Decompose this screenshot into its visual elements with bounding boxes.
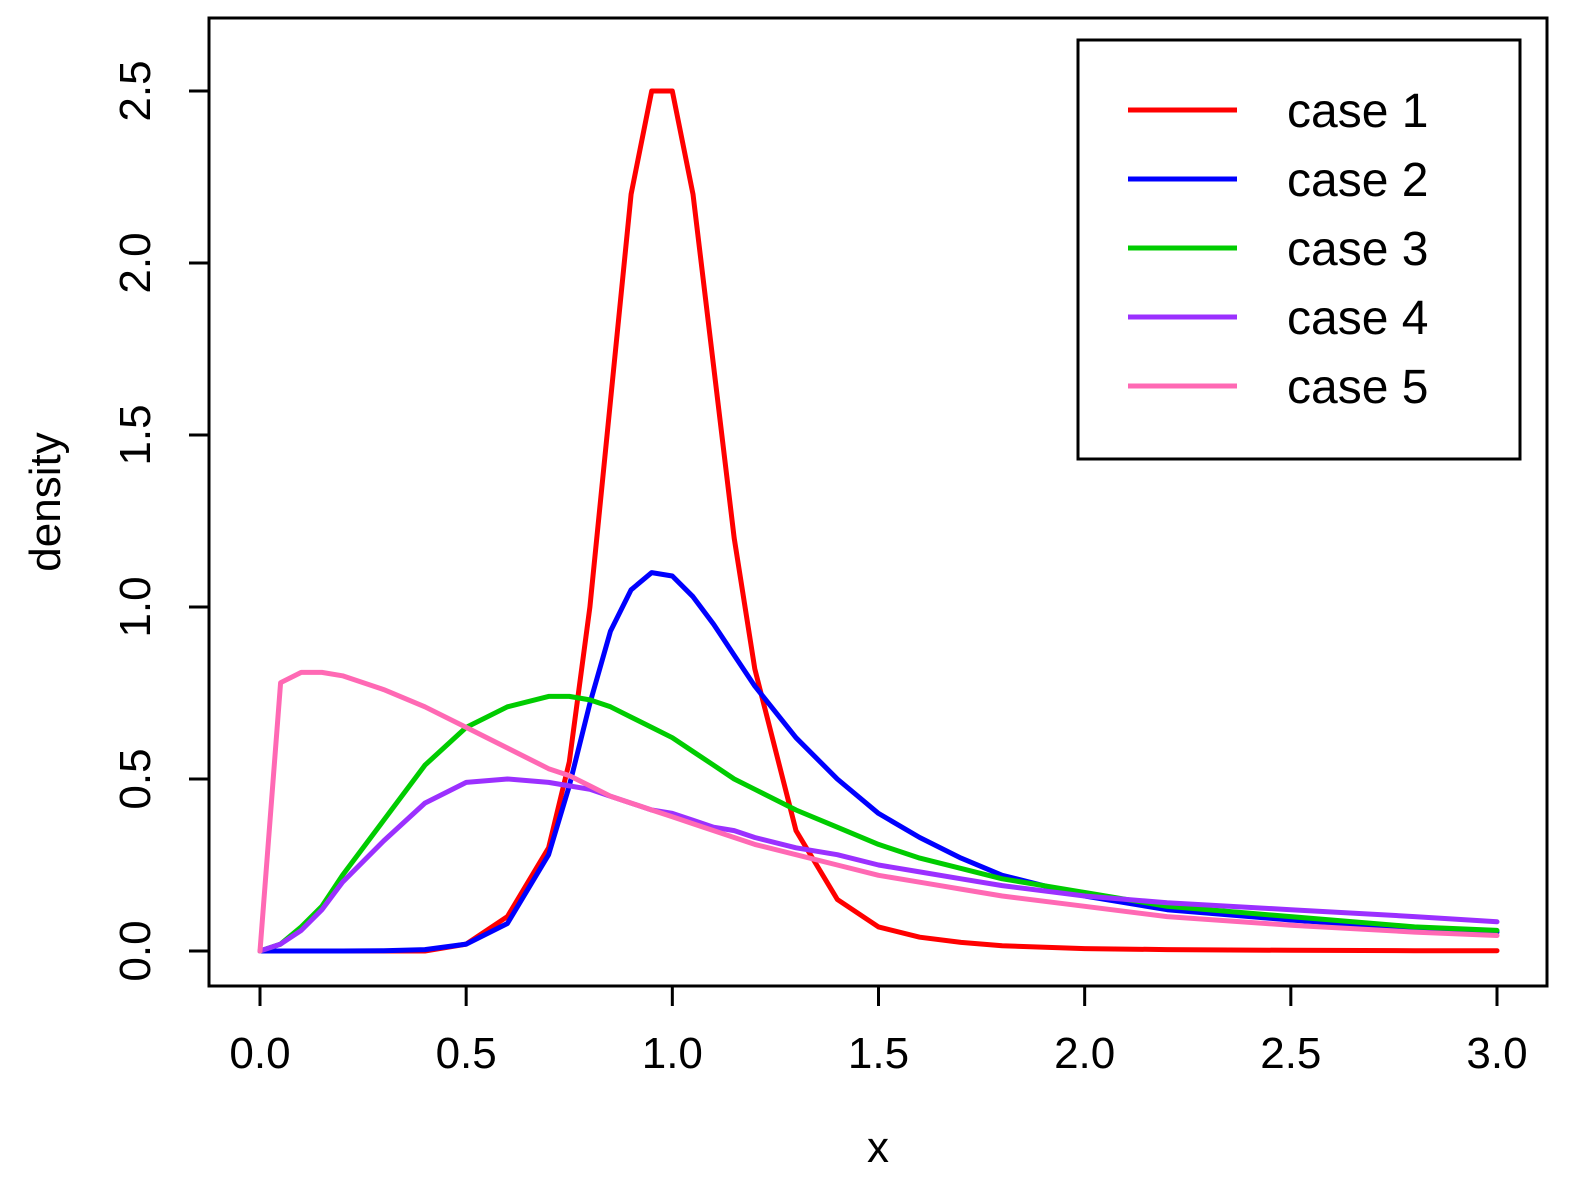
x-axis-title: x — [867, 1123, 889, 1172]
x-tick-label: 1.0 — [642, 1029, 703, 1078]
y-axis-ticks: 0.0 0.5 1.0 1.5 2.0 2.5 — [111, 60, 209, 982]
y-tick-label: 0.5 — [111, 748, 160, 809]
legend-label-4: case 4 — [1287, 292, 1428, 345]
x-tick-label: 0.5 — [436, 1029, 497, 1078]
y-tick-label: 2.5 — [111, 60, 160, 121]
legend-label-5: case 5 — [1287, 361, 1428, 414]
series-line-3 — [257, 693, 1500, 954]
y-tick-label: 0.0 — [111, 920, 160, 981]
x-tick-label: 2.5 — [1260, 1029, 1321, 1078]
series-line-5 — [257, 669, 1500, 954]
series-line-2 — [257, 570, 1500, 954]
series-layer — [257, 88, 1500, 954]
x-tick-label: 0.0 — [229, 1029, 290, 1078]
x-tick-label: 1.5 — [848, 1029, 909, 1078]
x-tick-label: 2.0 — [1054, 1029, 1115, 1078]
legend-items: case 1 case 2 case 3 case 4 case 5 — [1128, 85, 1428, 414]
y-axis-title: density — [21, 432, 70, 571]
legend-label-2: case 2 — [1287, 154, 1428, 207]
y-tick-label: 1.5 — [111, 404, 160, 465]
y-tick-label: 2.0 — [111, 232, 160, 293]
legend: case 1 case 2 case 3 case 4 case 5 — [1076, 38, 1522, 461]
x-axis-ticks: 0.0 0.5 1.0 1.5 2.0 2.5 3.0 — [229, 986, 1528, 1078]
series-line-4 — [257, 776, 1500, 954]
x-tick-label: 3.0 — [1466, 1029, 1527, 1078]
legend-label-3: case 3 — [1287, 223, 1428, 276]
y-tick-label: 1.0 — [111, 576, 160, 637]
legend-label-1: case 1 — [1287, 85, 1428, 138]
